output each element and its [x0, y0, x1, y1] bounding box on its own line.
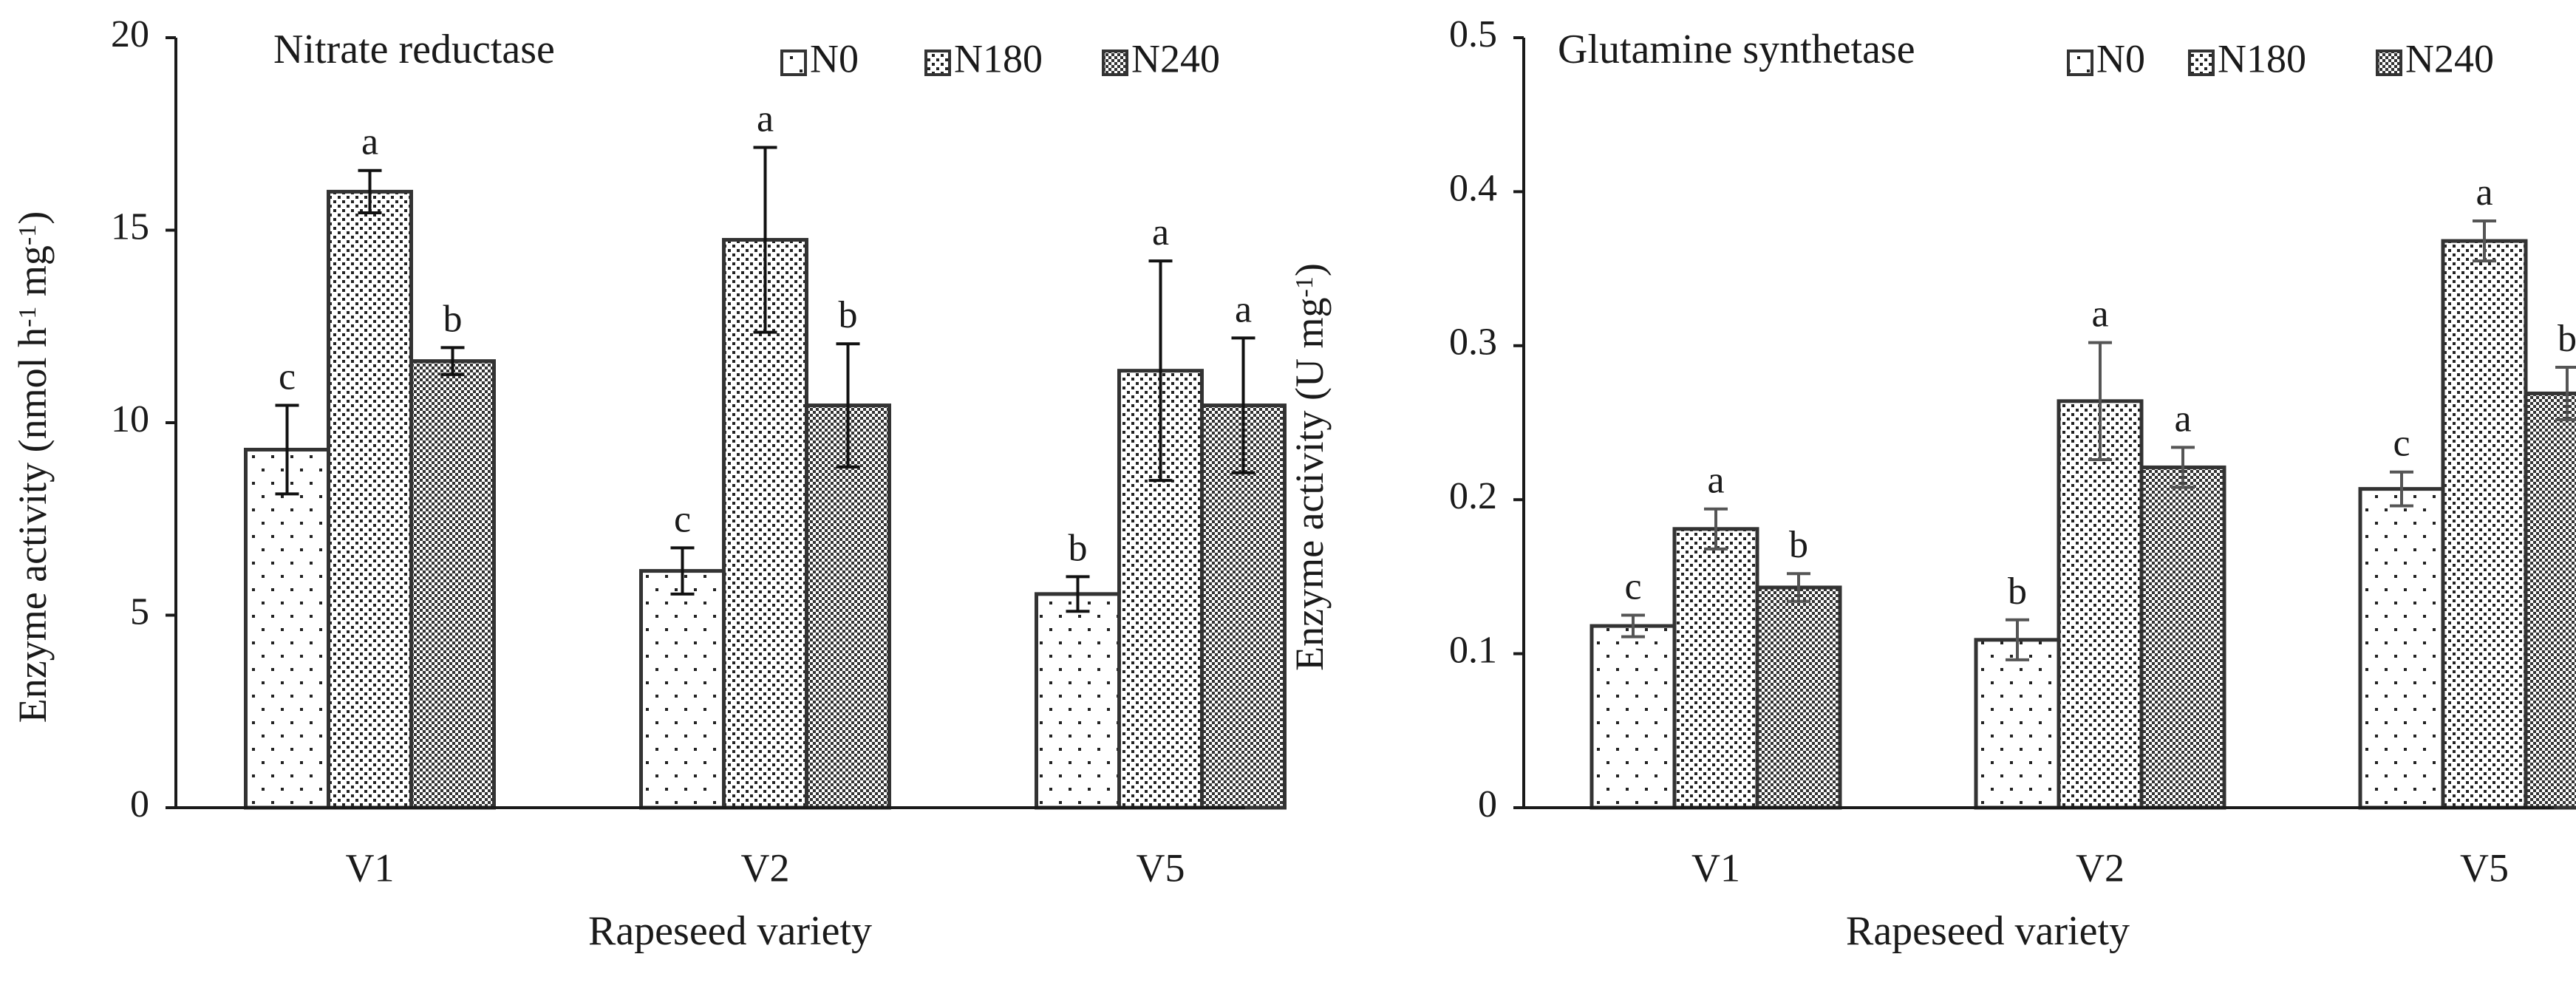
bar-n0-v2 — [639, 569, 726, 810]
legend-label-n180: N180 — [954, 36, 1043, 81]
significance-letter: b — [2558, 318, 2576, 360]
y-tick-label: 0.4 — [1449, 167, 1497, 209]
legend-swatch-n0 — [2067, 50, 2093, 76]
bar-n180-v5 — [2441, 239, 2528, 810]
x-tick-label: V1 — [346, 845, 395, 890]
y-axis-label-sup2: -1 — [14, 225, 41, 245]
significance-letter: a — [2091, 293, 2108, 335]
y-tick-label: 0 — [1478, 783, 1497, 825]
y-axis-label-mid: mg — [10, 245, 55, 307]
y-axis-label-suffix: ) — [1287, 263, 1332, 276]
bar-n180-v1 — [327, 189, 413, 810]
legend-label-n0: N0 — [2096, 36, 2145, 81]
chart-panel-1: Nitrate reductase 0 5 10 15 20 Enzyme activity… — [10, 13, 1287, 954]
significance-letter: a — [757, 98, 774, 140]
bar-n240-v5 — [2524, 391, 2576, 810]
significance-letter: a — [1235, 288, 1252, 330]
legend: N0 N180 N240 — [780, 36, 1220, 81]
y-axis-label: Enzyme activity (nmol h-1 mg-1) — [10, 211, 55, 723]
y-tick-label: 0.2 — [1449, 475, 1497, 517]
bar-n240-v1 — [1755, 585, 1842, 810]
bar-n0-v5 — [1035, 592, 1121, 810]
significance-letter: c — [279, 356, 296, 398]
y-axis-label-sup1: -1 — [1291, 276, 1318, 297]
x-tick-label: V2 — [2076, 845, 2124, 890]
significance-letter: a — [2174, 398, 2191, 440]
x-tick-label: V5 — [2460, 845, 2509, 890]
bar-n0-v5 — [2358, 487, 2445, 810]
significance-letter: b — [1069, 527, 1088, 569]
y-axis-label-suffix: ) — [10, 211, 55, 225]
y-tick-label: 0.5 — [1449, 13, 1497, 55]
x-tick-label: V5 — [1137, 845, 1185, 890]
y-tick-label: 0 — [130, 783, 149, 825]
y-tick-label: 20 — [111, 13, 149, 55]
bar-n0-v1 — [244, 447, 330, 810]
bar-n240-v2 — [805, 403, 891, 810]
x-axis-label: Rapeseed variety — [1846, 908, 2130, 954]
significance-letter: a — [2476, 171, 2492, 214]
significance-letter: c — [1624, 566, 1641, 608]
y-tick-label: 15 — [111, 205, 149, 248]
chart-title: Nitrate reductase — [273, 27, 555, 72]
bar-n180-v2 — [722, 238, 808, 810]
legend-label-n240: N240 — [2405, 36, 2494, 81]
bar-n180-v1 — [1672, 527, 1759, 810]
significance-letter: b — [1789, 524, 1808, 566]
significance-letter: b — [2008, 570, 2027, 613]
legend-swatch-n0 — [780, 50, 807, 76]
legend-label-n240: N240 — [1131, 36, 1220, 81]
x-tick-label: V1 — [1691, 845, 1740, 890]
y-axis-label: Enzyme activity (U mg-1) — [1287, 263, 1332, 671]
y-axis-label-sup1: -1 — [14, 307, 41, 327]
x-axis-label: Rapeseed variety — [588, 908, 872, 954]
bar-n0-v2 — [1974, 638, 2061, 810]
significance-letter: b — [443, 298, 463, 340]
chart-title: Glutamine synthetase — [1558, 27, 1915, 72]
significance-letter: c — [2393, 423, 2410, 465]
bar-n0-v1 — [1589, 624, 1677, 810]
legend-swatch-n240 — [1102, 50, 1128, 76]
bar-n240-v2 — [2139, 465, 2226, 810]
legend: N0 N180 N240 — [2067, 36, 2494, 81]
legend-swatch-n240 — [2376, 50, 2402, 76]
y-axis-label-prefix: Enzyme activity (nmol h — [10, 327, 55, 723]
significance-letter: a — [361, 121, 378, 163]
y-tick-label: 10 — [111, 398, 149, 440]
y-axis-label-prefix: Enzyme activity (U mg — [1287, 297, 1332, 670]
y-tick-label: 5 — [130, 590, 149, 633]
x-tick-label: V2 — [741, 845, 790, 890]
legend-swatch-n180 — [924, 50, 951, 76]
significance-letter: b — [839, 294, 858, 336]
chart-panel-2: Glutamine synthetase 0 0.1 0.2 0.3 0.4 0.5 Enzy… — [1287, 13, 2576, 954]
legend-label-n180: N180 — [2218, 36, 2306, 81]
significance-letter: a — [1152, 211, 1169, 253]
bar-n240-v1 — [409, 359, 496, 810]
legend-label-n0: N0 — [810, 36, 859, 81]
y-tick-label: 0.3 — [1449, 321, 1497, 364]
significance-letter: c — [674, 498, 691, 540]
y-tick-label: 0.1 — [1449, 630, 1497, 672]
bar-n180-v2 — [2057, 399, 2144, 810]
significance-letter: a — [1707, 460, 1724, 502]
legend-swatch-n180 — [2188, 50, 2215, 76]
